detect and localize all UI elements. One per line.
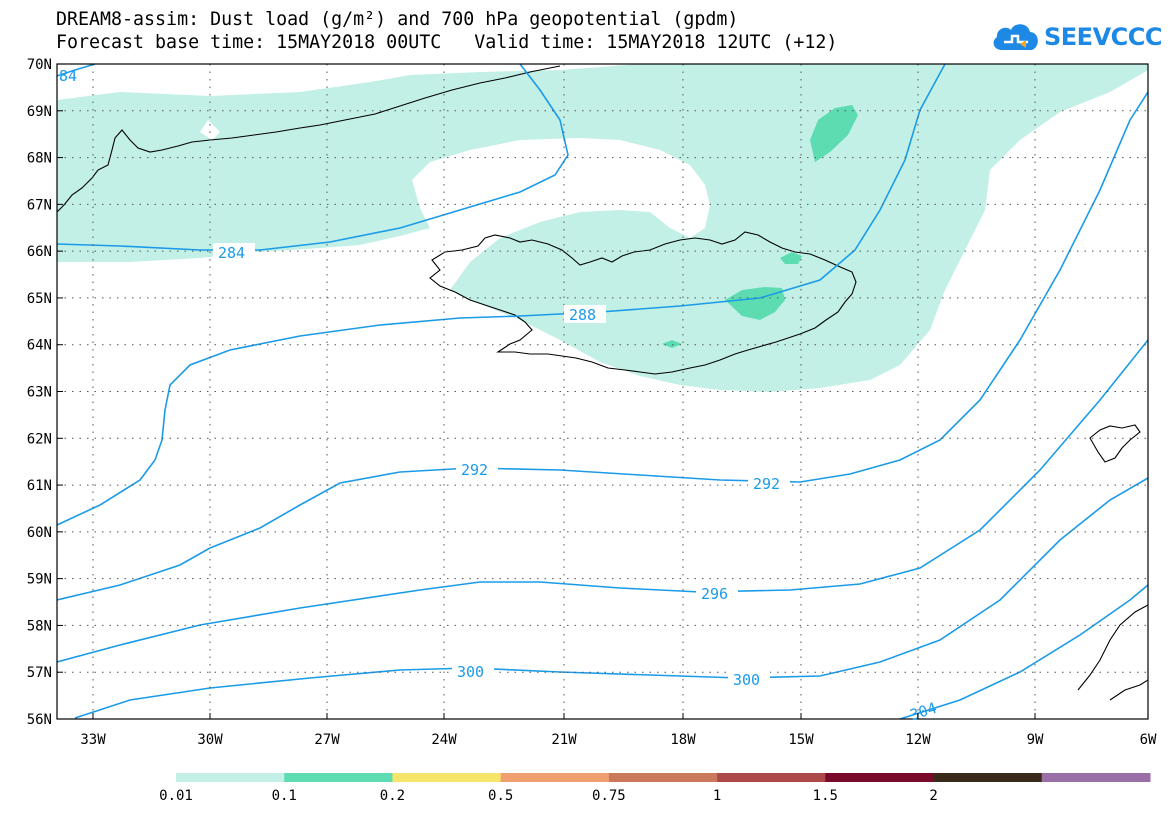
latitude-tick-label: 65N [27, 291, 52, 307]
latitude-tick-label: 60N [27, 525, 52, 541]
dust-patch-1 [810, 105, 858, 162]
dust-area-north [57, 64, 1148, 392]
contour-304 [899, 584, 1148, 719]
contour-284-top [57, 64, 96, 77]
contour-label-288: 288 [569, 306, 596, 324]
colorbar-segment [717, 773, 826, 782]
latitude-tick-label: 66N [27, 244, 52, 260]
latitude-tick-label: 68N [27, 151, 52, 167]
latitude-tick-label: 67N [27, 197, 52, 213]
dust-patch-3 [780, 252, 802, 264]
longitude-tick-label: 18W [670, 732, 696, 748]
longitude-tick-label: 9W [1027, 732, 1044, 748]
longitude-tick-label: 24W [431, 732, 457, 748]
colorbar-segment [392, 773, 502, 782]
latitude-labels: 70N 69N 68N 67N 66N 65N 64N 63N 62N 61N 60N 59N 58N 5… [27, 57, 63, 728]
latitude-tick-label: 59N [27, 572, 52, 588]
colorbar-label: 1.5 [813, 788, 838, 804]
longitude-tick-label: 21W [551, 732, 577, 748]
latitude-tick-label: 58N [27, 618, 52, 634]
colorbar-label: 0.01 [159, 788, 193, 804]
dust-area-gap [200, 120, 220, 140]
longitude-tick-label: 12W [905, 732, 931, 748]
colorbar-segment [500, 773, 610, 782]
longitude-tick-label: 30W [197, 732, 223, 748]
contour-296 [57, 339, 1148, 663]
latitude-tick-label: 57N [27, 665, 52, 681]
colorbar-label: 0.1 [272, 788, 297, 804]
latitude-tick-label: 69N [27, 104, 52, 120]
latitude-tick-label: 64N [27, 338, 52, 354]
faroe-coast [1089, 424, 1141, 463]
geopotential-contours [57, 64, 1148, 719]
contour-label-296: 296 [701, 585, 728, 603]
coastlines [57, 65, 1148, 701]
contour-label-300-b: 300 [733, 671, 760, 689]
latitude-tick-label: 70N [27, 57, 52, 73]
colorbar-label: 1 [713, 788, 721, 804]
contour-label-284: 284 [218, 244, 245, 262]
colorbar-segment [825, 773, 935, 782]
latitude-tick-label: 61N [27, 478, 52, 494]
cloud-icon [993, 24, 1038, 50]
latitude-tick-label: 63N [27, 385, 52, 401]
contour-labels: 84 284 288 292 292 296 300 300 304 [59, 67, 939, 724]
logo-text: SEEVCCC [1044, 23, 1163, 51]
colorbar-segment [284, 773, 393, 782]
colorbar-label: 2 [929, 788, 937, 804]
colorbar-segment [176, 773, 285, 782]
scotland-coast [1077, 604, 1148, 701]
contour-label-300-a: 300 [457, 663, 484, 681]
colorbar-label: 0.2 [380, 788, 405, 804]
colorbar-segment [933, 773, 1043, 782]
latitude-tick-label: 56N [27, 712, 52, 728]
contour-label-292-a: 292 [461, 461, 488, 479]
colorbar-label: 0.75 [592, 788, 626, 804]
colorbar-label: 0.5 [488, 788, 513, 804]
greenland-coast [57, 65, 561, 213]
contour-label-284-partial: 84 [59, 67, 77, 85]
colorbar-segment [1041, 773, 1151, 782]
colorbar-legend: 0.01 0.1 0.2 0.5 0.75 1 1.5 2 [159, 773, 1151, 804]
contour-292 [57, 91, 1148, 549]
longitude-labels: 33W 30W 27W 24W 21W 18W 15W 12W 9W 6W [80, 713, 1157, 748]
dust-patch-4 [662, 340, 682, 348]
longitude-tick-label: 33W [80, 732, 106, 748]
latitude-tick-label: 62N [27, 431, 52, 447]
iceland-coast [429, 231, 857, 375]
longitude-tick-label: 27W [314, 732, 340, 748]
contour-300 [74, 477, 1148, 719]
map-title: DREAM8-assim: Dust load (g/m²) and 700 h… [56, 9, 739, 30]
contour-288 [154, 64, 946, 461]
contour-284-west [57, 64, 569, 251]
contour-label-292-b: 292 [753, 475, 780, 493]
longitude-tick-label: 15W [788, 732, 814, 748]
seevccc-logo: SEEVCCC [990, 20, 1163, 56]
contour-label-304: 304 [908, 699, 939, 724]
longitude-tick-label: 6W [1140, 732, 1157, 748]
colorbar-segment [608, 773, 718, 782]
map-subtitle: Forecast base time: 15MAY2018 00UTC Vali… [56, 32, 838, 53]
